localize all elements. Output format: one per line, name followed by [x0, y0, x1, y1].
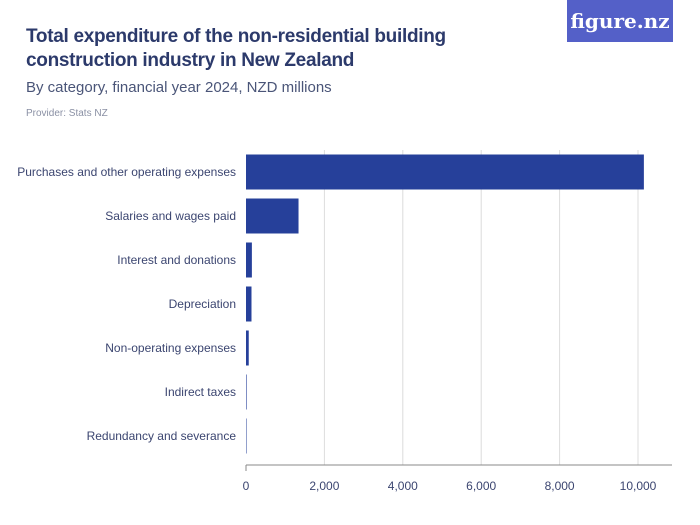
category-label: Depreciation — [169, 297, 236, 311]
x-tick-label: 8,000 — [545, 479, 575, 493]
category-label: Redundancy and severance — [87, 429, 237, 443]
provider-label: Provider: Stats NZ — [26, 108, 108, 119]
x-tick-label: 2,000 — [309, 479, 339, 493]
bar — [246, 198, 299, 234]
bar — [246, 286, 252, 322]
x-tick-label: 10,000 — [620, 479, 657, 493]
category-label: Interest and donations — [117, 253, 236, 267]
category-label: Purchases and other operating expenses — [17, 165, 236, 179]
chart-subtitle: By category, financial year 2024, NZD mi… — [26, 79, 332, 96]
x-tick-label: 0 — [243, 479, 250, 493]
category-label: Indirect taxes — [165, 385, 236, 399]
figure-nz-logo[interactable]: figure.nz — [567, 0, 673, 42]
x-tick-label: 6,000 — [466, 479, 496, 493]
x-tick-label: 4,000 — [388, 479, 418, 493]
chart-title: Total expenditure of the non-residential… — [26, 26, 446, 71]
bar — [246, 418, 247, 454]
bar — [246, 330, 249, 366]
bar — [246, 242, 252, 278]
bar — [246, 374, 247, 410]
category-label: Non-operating expenses — [105, 341, 236, 355]
bar — [246, 154, 644, 190]
category-label: Salaries and wages paid — [105, 209, 236, 223]
